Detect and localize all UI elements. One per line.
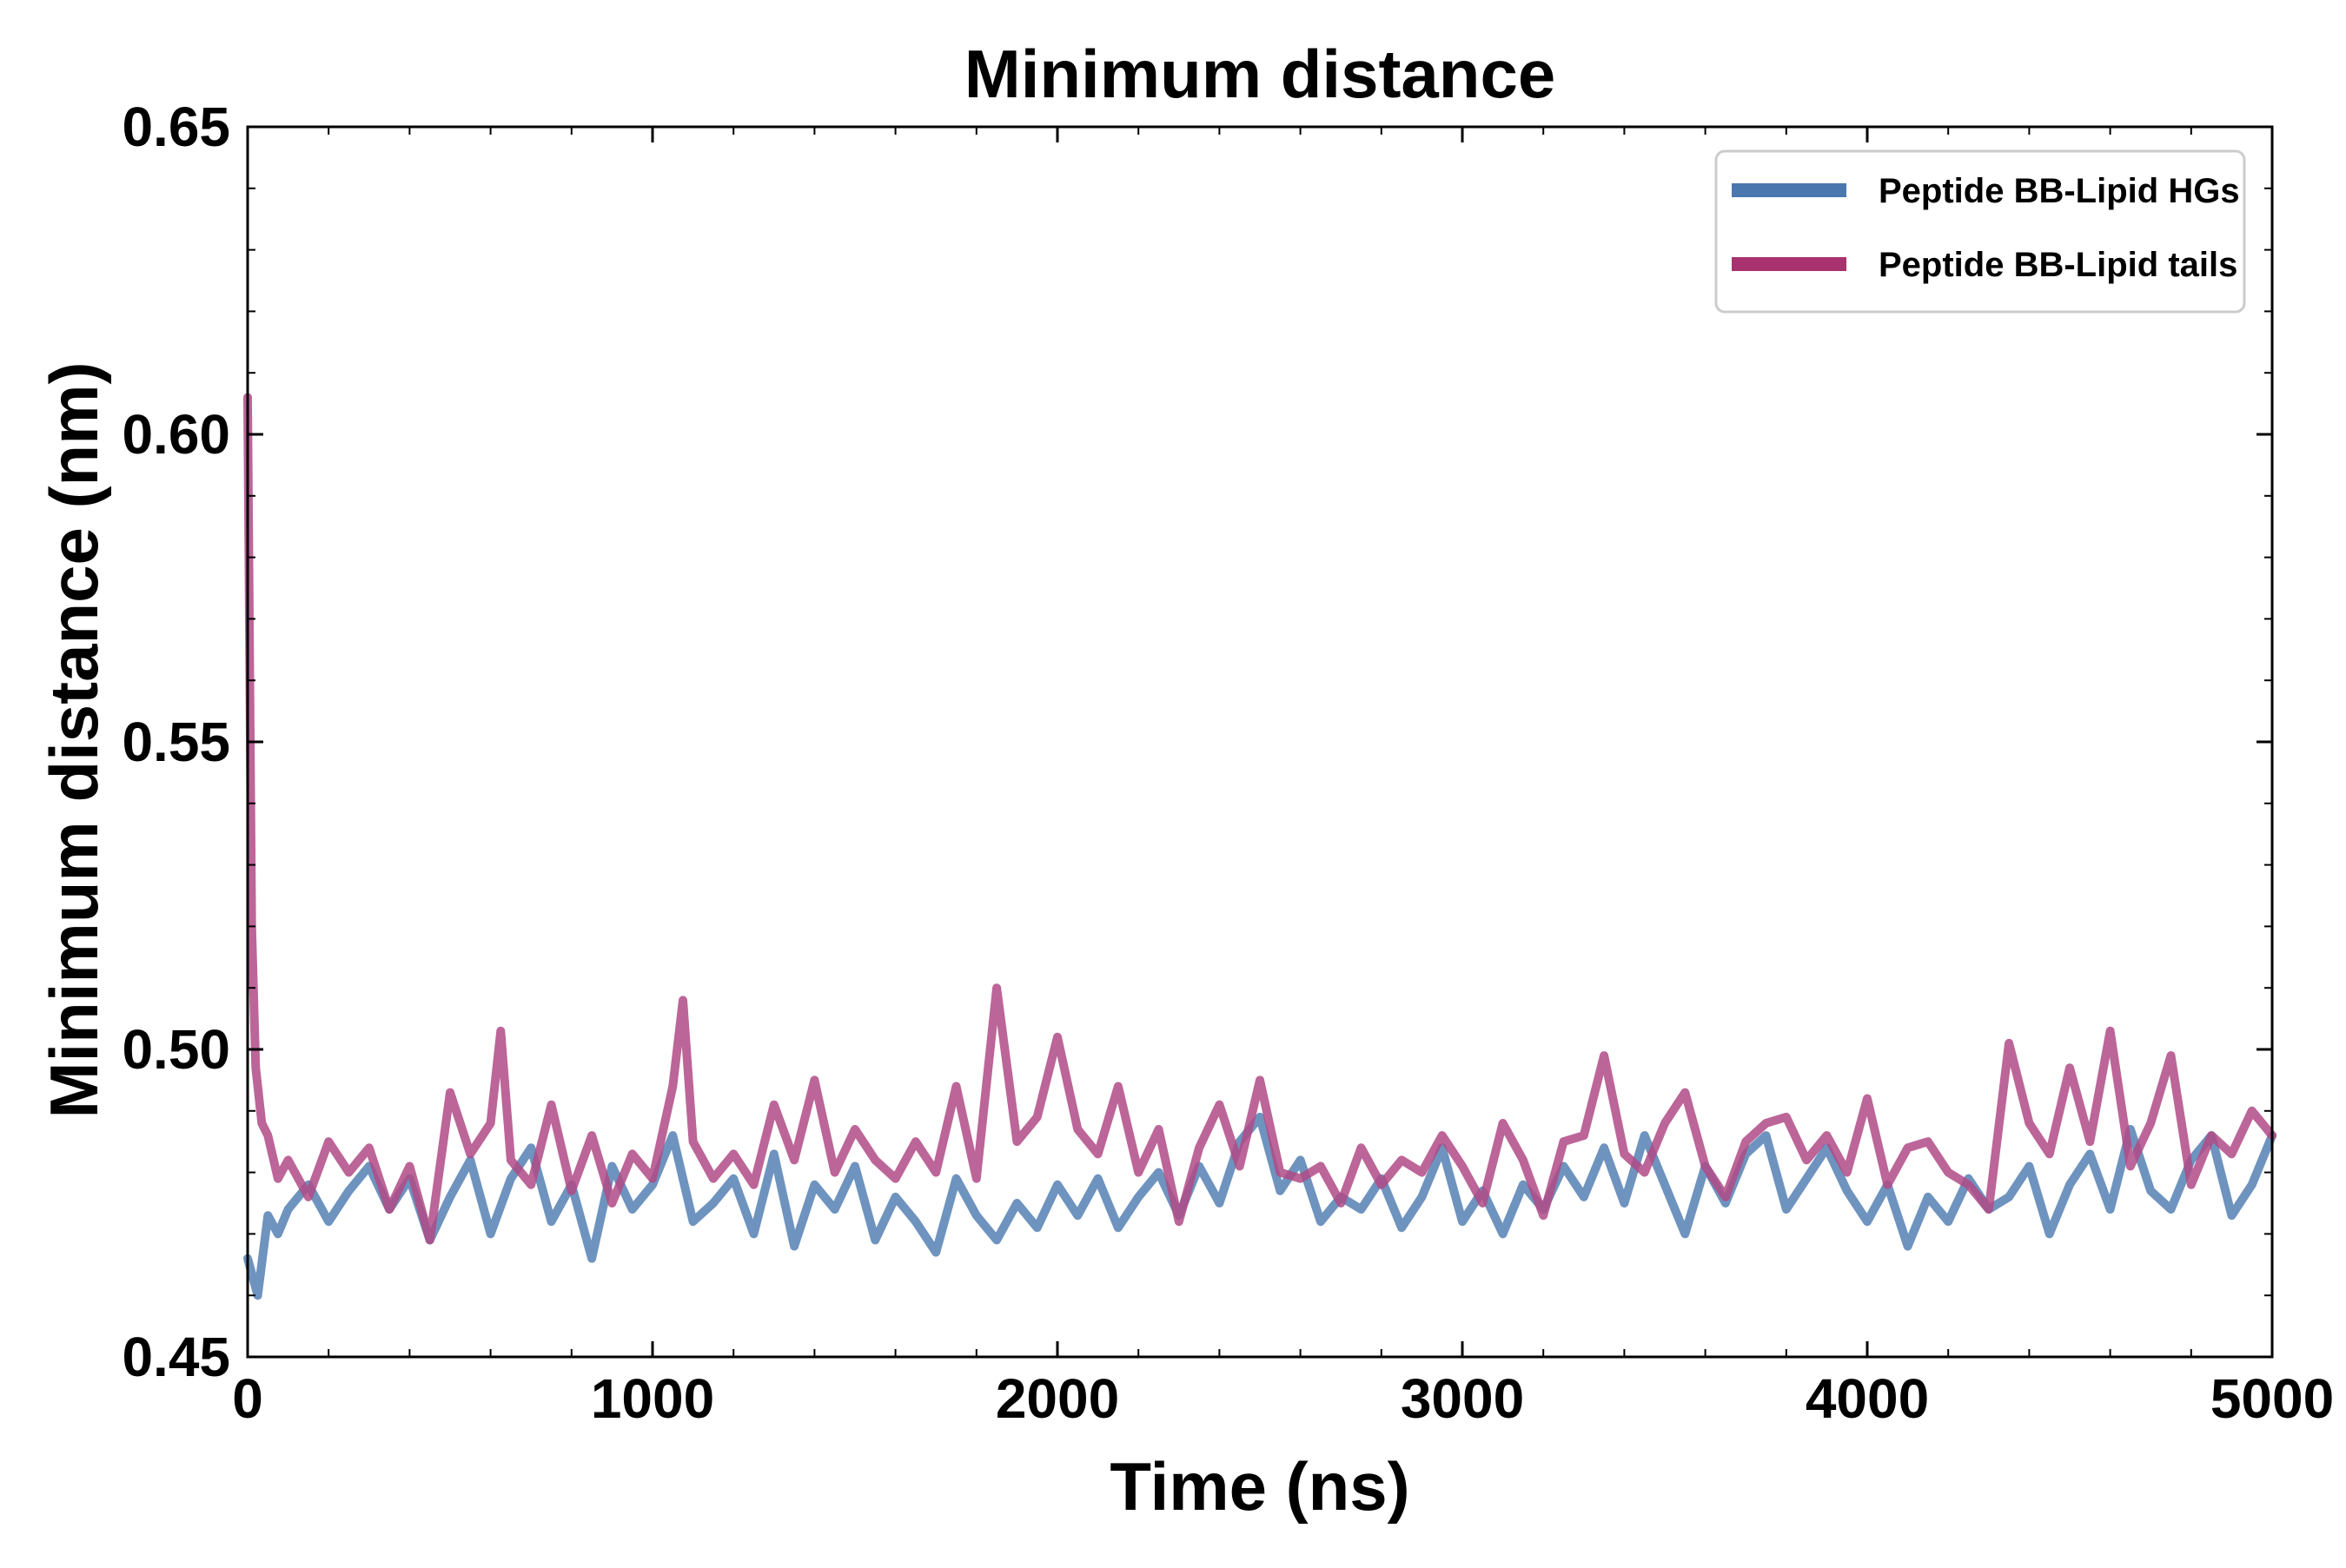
- y-tick-label: 0.55: [122, 711, 230, 773]
- x-axis-label: Time (ns): [1110, 1448, 1409, 1525]
- y-tick-label: 0.50: [122, 1018, 230, 1081]
- y-tick-label: 0.60: [122, 403, 230, 466]
- y-tick-label: 0.65: [122, 96, 230, 158]
- y-tick-label: 0.45: [122, 1326, 230, 1388]
- legend-label-hgs: Peptide BB-Lipid HGs: [1879, 172, 2240, 210]
- plot-frame: [246, 125, 2274, 1359]
- x-tick-label: 5000: [2210, 1367, 2334, 1430]
- x-tick-label: 0: [232, 1367, 263, 1430]
- legend-label-tails: Peptide BB-Lipid tails: [1879, 246, 2237, 284]
- chart-title: Minimum distance: [964, 36, 1555, 112]
- series-line-lipid-hgs: [243, 1112, 2276, 1300]
- x-tick-label: 4000: [1806, 1367, 1929, 1430]
- x-tick-label: 3000: [1401, 1367, 1524, 1430]
- x-tick-label: 1000: [591, 1367, 714, 1430]
- legend-frame: [1714, 149, 2246, 314]
- legend: Peptide BB-Lipid HGs Peptide BB-Lipid ta…: [1714, 149, 2246, 314]
- series-layer: [243, 393, 2276, 1300]
- y-axis-label: Minimum distance (nm): [36, 361, 112, 1118]
- x-tick-label: 2000: [996, 1367, 1119, 1430]
- series-line-lipid-tails: [243, 393, 2276, 1245]
